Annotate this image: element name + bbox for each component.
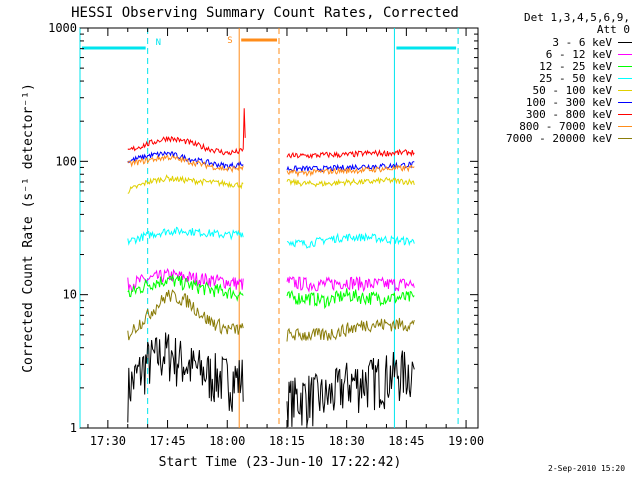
legend-item: 7000 - 20000 keV: [480, 131, 632, 145]
legend-swatch: [618, 65, 632, 67]
series-line-9-seg1: [127, 289, 244, 341]
series-line-8-seg2: [286, 164, 415, 178]
legend-swatch: [618, 53, 632, 55]
series-layer: [127, 108, 415, 427]
series-line-7-seg1: [127, 108, 246, 156]
series-line-8-seg1: [127, 154, 244, 174]
series-line-4-seg1: [127, 226, 244, 246]
legend-header-detectors: Det 1,3,4,5,6,9,: [524, 11, 630, 24]
legend-item: 25 - 50 keV: [480, 71, 632, 85]
legend-item: 50 - 100 keV: [480, 83, 632, 97]
legend-item: 12 - 25 keV: [480, 59, 632, 73]
legend-swatch: [618, 113, 632, 115]
legend-item-label: 300 - 800 keV: [525, 107, 612, 121]
legend-swatch: [618, 125, 632, 127]
legend-item-label: 100 - 300 keV: [525, 95, 612, 109]
series-line-4-seg2: [286, 232, 415, 249]
y-tick-label: 10: [63, 288, 77, 302]
night-label: N: [156, 38, 161, 48]
legend-item-label: 800 - 7000 keV: [519, 119, 612, 133]
series-line-5-seg2: [286, 176, 415, 188]
x-tick-label: 18:30: [329, 434, 365, 448]
y-tick-label: 1000: [48, 21, 77, 35]
series-line-6-seg1: [127, 150, 244, 171]
legend: Det 1,3,4,5,6,9, Att 0 3 - 6 keV 6 - 12 k…: [480, 11, 632, 145]
legend-item: 800 - 7000 keV: [480, 119, 632, 133]
legend-item: 6 - 12 keV: [480, 47, 632, 61]
chart-title: HESSI Observing Summary Count Rates, Cor…: [71, 5, 459, 21]
axes-layer: 1 10 100 1000 17:30 17:45 18:00 18:15 18:30 18:45…: [48, 21, 484, 448]
legend-item-label: 25 - 50 keV: [539, 71, 612, 85]
y-tick-label: 100: [55, 154, 77, 168]
saa-label: S: [227, 36, 232, 46]
legend-rows: 3 - 6 keV 6 - 12 keV 12 - 25 keV 25 - 50 ke…: [480, 35, 632, 145]
legend-swatch: [618, 41, 632, 43]
legend-item: 300 - 800 keV: [480, 107, 632, 121]
legend-item-label: 3 - 6 keV: [552, 35, 612, 49]
x-tick-label: 18:00: [209, 434, 245, 448]
legend-item: 3 - 6 keV: [480, 35, 632, 49]
legend-item-label: 12 - 25 keV: [539, 59, 612, 73]
series-line-1-seg1: [127, 332, 244, 423]
legend-item: 100 - 300 keV: [480, 95, 632, 109]
series-line-3-seg2: [286, 288, 415, 310]
legend-item-label: 50 - 100 keV: [532, 83, 612, 97]
y-tick-label: 1: [70, 421, 77, 435]
legend-swatch: [618, 77, 632, 79]
legend-swatch: [618, 101, 632, 103]
x-tick-label: 19:00: [448, 434, 484, 448]
legend-header-attenuator: Att 0: [596, 23, 630, 36]
x-tick-label: 18:45: [388, 434, 424, 448]
series-line-1-seg2: [286, 350, 415, 427]
legend-swatch: [618, 89, 632, 91]
x-axis-label: Start Time (23-Jun-10 17:22:42): [159, 455, 402, 470]
x-tick-label: 17:30: [90, 434, 126, 448]
plot-timestamp: 2-Sep-2010 15:20: [548, 464, 626, 473]
series-line-7-seg2: [286, 148, 415, 160]
x-tick-label: 18:15: [269, 434, 305, 448]
series-line-3-seg1: [127, 273, 244, 302]
series-line-6-seg2: [286, 161, 415, 174]
y-axis-label: Corrected Count Rate (s⁻¹ detector⁻¹): [21, 83, 36, 373]
series-line-2-seg2: [286, 276, 415, 293]
series-line-9-seg2: [286, 317, 415, 342]
legend-swatch: [618, 137, 632, 139]
x-tick-label: 17:45: [149, 434, 185, 448]
legend-item-label: 6 - 12 keV: [545, 47, 612, 61]
legend-item-label: 7000 - 20000 keV: [506, 131, 612, 145]
series-line-5-seg1: [127, 174, 244, 194]
